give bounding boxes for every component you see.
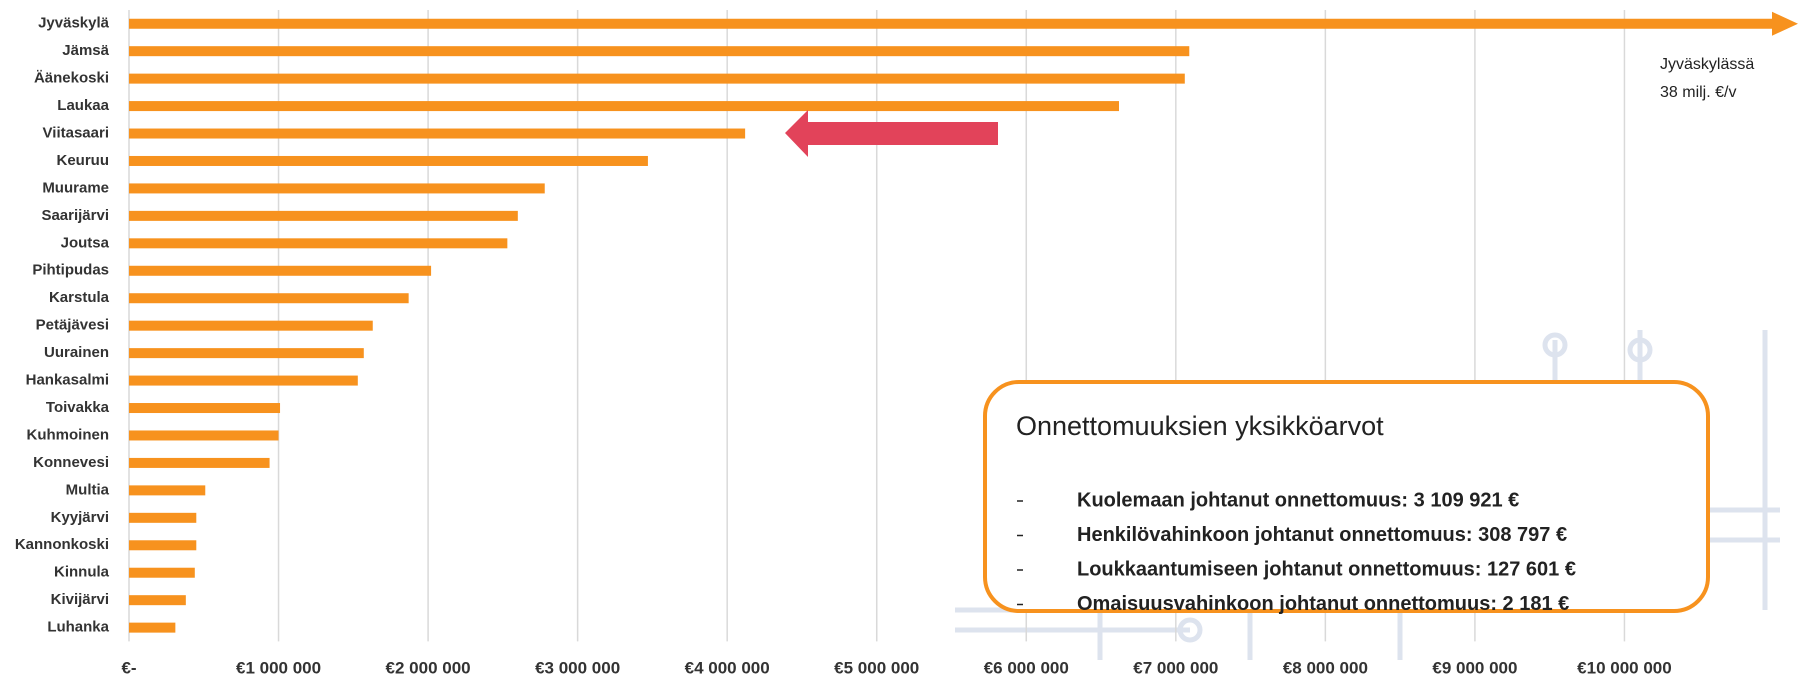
bar [129, 512, 197, 523]
bar [129, 375, 358, 386]
y-tick-label: Kinnula [54, 564, 110, 581]
x-tick-label: €- [121, 658, 136, 677]
bar [129, 540, 197, 551]
bar [129, 567, 195, 578]
bar [129, 457, 270, 468]
y-tick-label: Uurainen [44, 344, 109, 361]
y-tick-label: Toivakka [46, 399, 110, 416]
info-item: Omaisuusvahinkoon johtanut onnettomuus: … [1077, 593, 1569, 615]
y-tick-label: Muurame [42, 179, 109, 196]
x-tick-label: €2 000 000 [386, 658, 471, 677]
y-tick-label: Konnevesi [33, 454, 109, 471]
y-tick-label: Jyväskylä [38, 15, 110, 32]
x-tick-label: €6 000 000 [984, 658, 1069, 677]
y-tick-label: Kivijärvi [51, 591, 109, 608]
x-tick-label: €1 000 000 [236, 658, 321, 677]
bar [129, 210, 518, 221]
info-box [983, 380, 1710, 613]
annotation: 38 milj. €/v [1660, 84, 1736, 101]
info-title: Onnettomuuksien yksikköarvot [1016, 411, 1384, 441]
bar [129, 293, 409, 304]
y-tick-label: Kyyjärvi [51, 509, 109, 526]
y-tick-label: Hankasalmi [26, 372, 109, 389]
y-tick-label: Multia [66, 481, 110, 498]
y-tick-label: Saarijärvi [41, 207, 109, 224]
bar [129, 73, 1185, 84]
x-tick-label: €8 000 000 [1283, 658, 1368, 677]
highlight-arrow [785, 110, 998, 157]
x-tick-label: €9 000 000 [1432, 658, 1517, 677]
y-tick-label: Kannonkoski [15, 536, 109, 553]
y-tick-label: Viitasaari [43, 124, 109, 141]
x-tick-label: €10 000 000 [1577, 658, 1672, 677]
bar [129, 183, 545, 194]
y-tick-label: Laukaa [57, 97, 109, 114]
bar [129, 622, 176, 633]
y-tick-label: Kuhmoinen [27, 426, 110, 443]
bar [129, 320, 373, 331]
bar [129, 430, 279, 441]
info-item: Loukkaantumiseen johtanut onnettomuus: 1… [1077, 558, 1576, 580]
y-tick-label: Karstula [49, 289, 110, 306]
bar [129, 155, 648, 166]
annotation: Jyväskylässä [1660, 56, 1754, 73]
x-tick-label: €5 000 000 [834, 658, 919, 677]
x-tick-label: €7 000 000 [1133, 658, 1218, 677]
bar [129, 11, 1798, 36]
bar [129, 46, 1190, 57]
bar [129, 238, 508, 249]
y-tick-label: Luhanka [47, 619, 109, 636]
x-tick-label: €3 000 000 [535, 658, 620, 677]
bar [129, 101, 1119, 112]
y-tick-label: Äänekoski [34, 70, 109, 87]
bar [129, 485, 206, 496]
info-item: Kuolemaan johtanut onnettomuus: 3 109 92… [1077, 489, 1519, 511]
y-tick-label: Keuruu [57, 152, 110, 169]
bar [129, 348, 364, 359]
info-item: Henkilövahinkoon johtanut onnettomuus: 3… [1077, 524, 1567, 546]
bar [129, 595, 186, 606]
bar [129, 403, 281, 414]
bar [129, 265, 432, 276]
y-tick-label: Jämsä [62, 42, 109, 59]
bar [129, 128, 746, 139]
y-tick-label: Joutsa [61, 234, 110, 251]
x-tick-label: €4 000 000 [685, 658, 770, 677]
y-tick-label: Petäjävesi [36, 317, 109, 334]
y-tick-label: Pihtipudas [32, 262, 109, 279]
